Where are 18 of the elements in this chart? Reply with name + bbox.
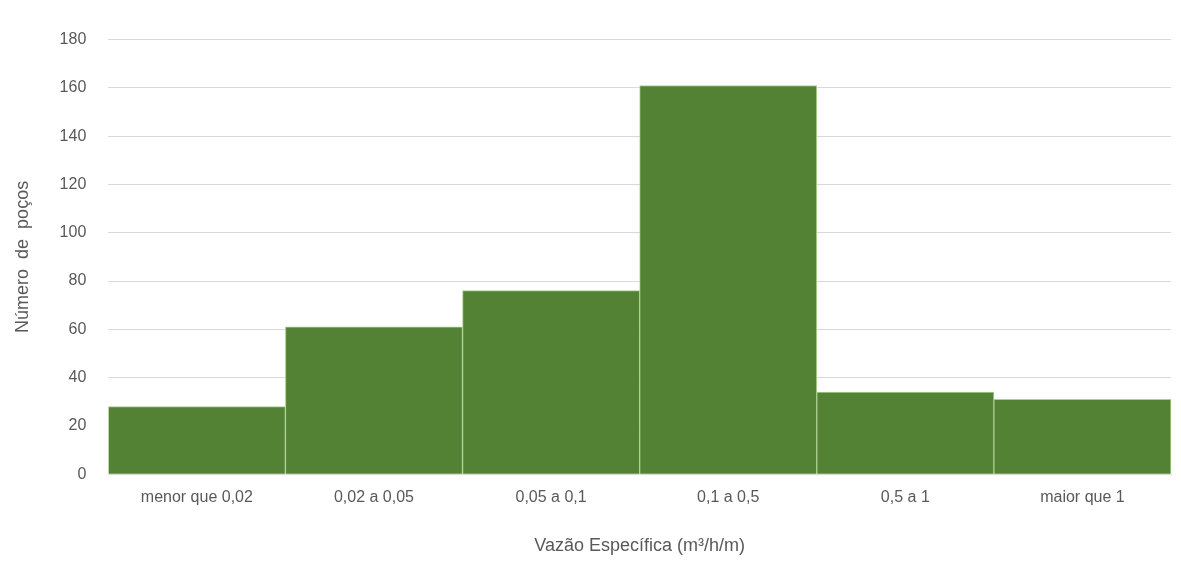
y-tick-label: 120 [59,174,87,192]
x-axis-title: Vazão Específica (m³/h/m) [534,535,746,556]
y-tick-label: 80 [68,271,87,289]
y-tick-label: 60 [68,319,87,337]
x-tick-label: 0,05 a 0,1 [515,488,587,506]
y-tick-label: 40 [68,368,87,386]
x-tick-label: 0,02 a 0,05 [333,488,415,506]
x-tick-label: maior que 1 [1040,488,1125,506]
y-tick-label: 0 [77,464,87,482]
y-tick-label: 160 [59,78,87,96]
y-tick-label: 20 [68,416,87,434]
y-tick-label: 140 [59,126,87,144]
x-tick-label: menor que 0,02 [140,488,253,506]
y-tick-label: 180 [59,30,87,48]
x-tick-label: 0,1 a 0,5 [697,488,760,506]
x-tick-label: 0,5 a 1 [880,488,930,506]
y-axis-title: Número de poços [11,180,32,333]
y-tick-label: 100 [59,223,87,241]
